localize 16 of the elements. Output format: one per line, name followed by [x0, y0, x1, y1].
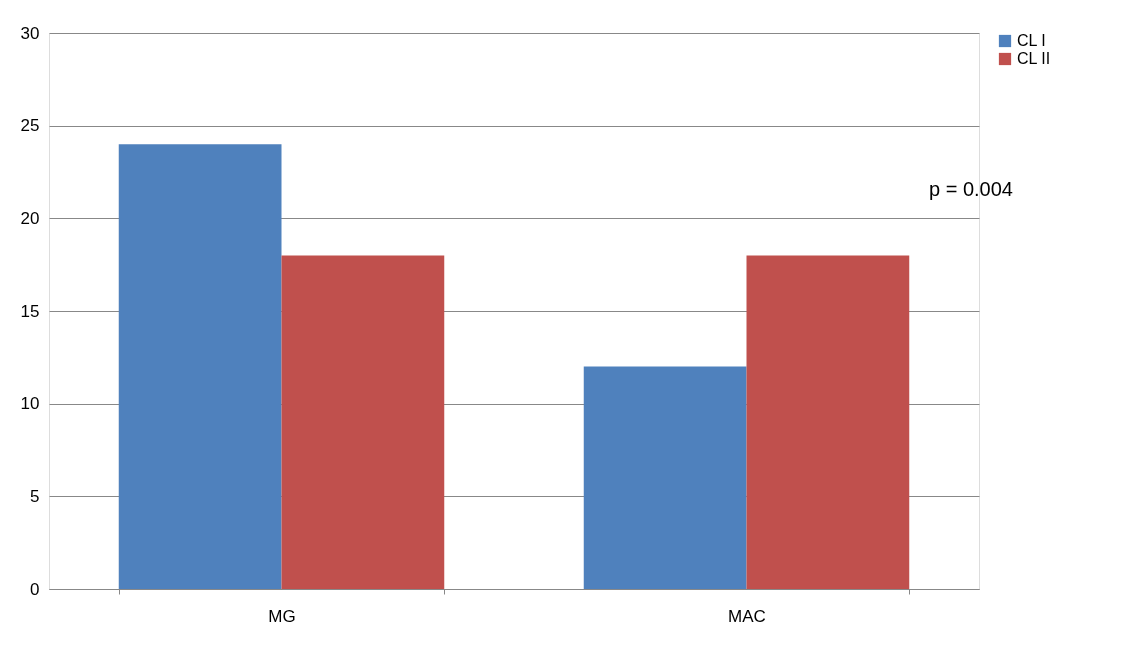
y-tick-label: 20 [20, 208, 40, 228]
x-tick-label: MG [268, 606, 296, 626]
y-tick-label: 25 [20, 116, 40, 136]
y-tick-label: 0 [30, 579, 40, 599]
bar [746, 255, 910, 589]
bar [281, 255, 445, 589]
annotation: p = 0.004 [929, 178, 1013, 200]
y-tick-label: 10 [20, 394, 40, 414]
x-tick-label: MAC [728, 606, 766, 626]
y-tick-label: 5 [30, 486, 40, 506]
bar [583, 366, 747, 589]
bar [118, 144, 282, 589]
legend-label: CL II [1017, 50, 1051, 67]
y-tick-label: 30 [20, 23, 40, 43]
legend-label: CL I [1017, 32, 1046, 49]
y-tick-label: 15 [20, 301, 40, 321]
